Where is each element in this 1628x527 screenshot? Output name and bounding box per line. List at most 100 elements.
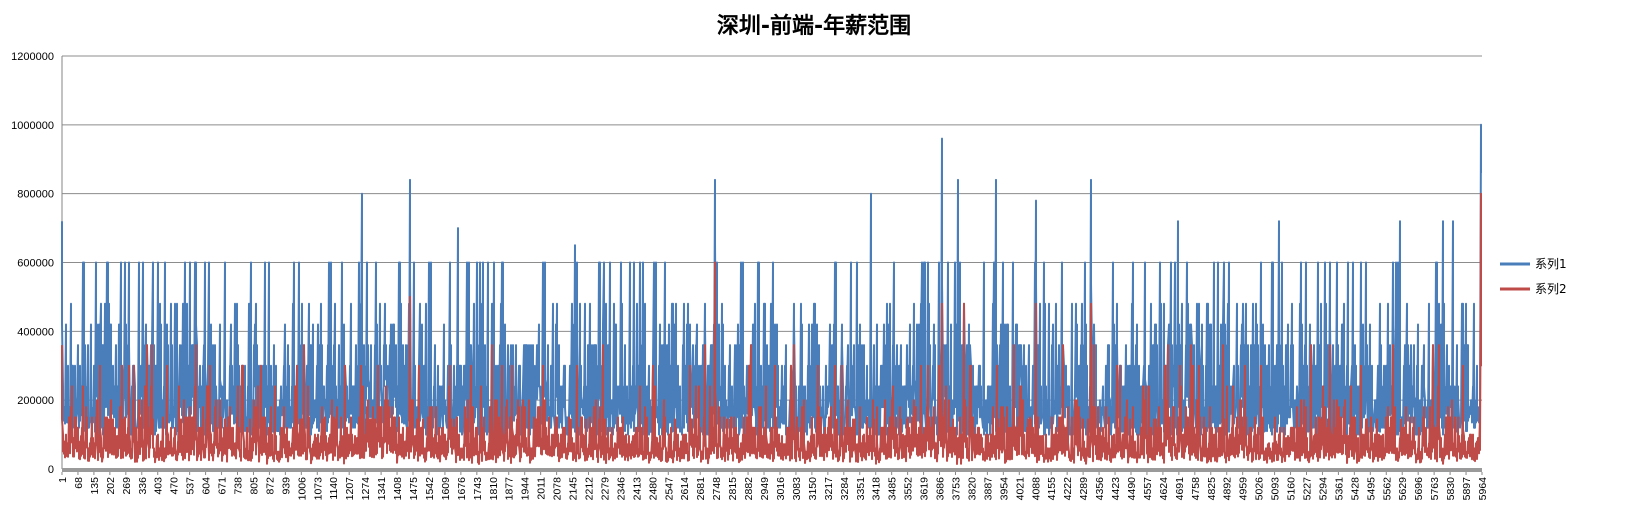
x-tick-label: 135 — [89, 477, 101, 495]
x-tick-label: 4088 — [1030, 477, 1042, 501]
x-axis-line — [62, 468, 1482, 472]
x-tick-label: 537 — [185, 477, 197, 495]
x-tick-label: 939 — [280, 477, 292, 495]
x-tick-label: 5830 — [1445, 477, 1457, 501]
x-tick-label: 2480 — [647, 477, 659, 501]
x-tick-label: 5696 — [1413, 477, 1425, 501]
x-tick-label: 3753 — [950, 477, 962, 501]
series-lines — [61, 123, 1482, 465]
x-tick-label: 4021 — [1014, 477, 1026, 501]
y-tick-label: 600000 — [17, 258, 54, 270]
x-tick-label: 872 — [264, 477, 276, 495]
x-tick-label: 5227 — [1301, 477, 1313, 501]
x-tick-label: 671 — [217, 477, 229, 495]
x-tick-label: 1 — [57, 477, 69, 483]
x-tick-label: 1073 — [312, 477, 324, 501]
x-tick-label: 2748 — [711, 477, 723, 501]
x-tick-label: 4825 — [1206, 477, 1218, 501]
x-tick-label: 1676 — [456, 477, 468, 501]
x-tick-label: 5897 — [1461, 477, 1473, 501]
legend-label-2: 系列2 — [1535, 282, 1567, 296]
x-tick-label: 2011 — [536, 477, 548, 500]
x-tick-label: 68 — [73, 477, 85, 489]
x-tick-label: 3217 — [823, 477, 835, 501]
x-tick-label: 3284 — [839, 477, 851, 501]
x-tick-label: 3820 — [966, 477, 978, 501]
x-tick-label: 2145 — [568, 477, 580, 501]
x-tick-label: 5294 — [1317, 477, 1329, 501]
x-tick-label: 3686 — [935, 477, 947, 501]
x-tick-label: 3016 — [775, 477, 787, 501]
x-tick-label: 4959 — [1238, 477, 1250, 501]
x-tick-label: 5495 — [1365, 477, 1377, 501]
x-tick-label: 5964 — [1477, 477, 1489, 501]
x-tick-label: 5361 — [1333, 477, 1345, 501]
x-tick-label: 2815 — [727, 477, 739, 501]
x-tick-label: 2346 — [615, 477, 627, 501]
chart-title: 深圳-前端-年薪范围 — [716, 14, 912, 39]
x-tick-label: 2212 — [584, 477, 596, 501]
x-tick-label: 604 — [201, 477, 213, 495]
x-tick-label: 5763 — [1429, 477, 1441, 501]
x-tick-label: 1274 — [360, 477, 372, 501]
x-tick-label: 1475 — [408, 477, 420, 501]
y-tick-label: 1200000 — [11, 51, 54, 63]
x-tick-label: 3552 — [903, 477, 915, 501]
x-tick-label: 4624 — [1158, 477, 1170, 501]
x-tick-label: 1877 — [504, 477, 516, 501]
x-tick-label: 3150 — [807, 477, 819, 501]
x-tick-label: 2949 — [759, 477, 771, 501]
x-tick-label: 4155 — [1046, 477, 1058, 501]
x-tick-label: 202 — [105, 477, 117, 495]
x-tick-label: 2681 — [695, 477, 707, 501]
x-tick-label: 2547 — [663, 477, 675, 501]
x-tick-label: 3418 — [871, 477, 883, 501]
x-tick-label: 5629 — [1397, 477, 1409, 501]
x-tick-label: 3083 — [791, 477, 803, 501]
x-tick-label: 5428 — [1349, 477, 1361, 501]
x-tick-label: 1944 — [520, 477, 532, 501]
y-tick-label: 0 — [48, 464, 54, 476]
legend-label-1: 系列1 — [1535, 257, 1567, 271]
x-tick-label: 5093 — [1270, 477, 1282, 501]
x-tick-label: 4289 — [1078, 477, 1090, 501]
x-tick-label: 4758 — [1190, 477, 1202, 501]
x-tick-label: 1609 — [440, 477, 452, 501]
series-1-line — [61, 123, 1482, 436]
y-axis-tick-labels: 0 200000 400000 600000 800000 1000000 1200000 — [11, 51, 54, 476]
x-tick-label: 5026 — [1254, 477, 1266, 501]
x-tick-label: 4691 — [1174, 477, 1186, 501]
y-tick-label: 800000 — [17, 189, 54, 201]
x-tick-label: 1207 — [344, 477, 356, 501]
x-tick-label: 3619 — [919, 477, 931, 501]
x-tick-label: 2413 — [631, 477, 643, 501]
x-tick-label: 3485 — [887, 477, 899, 501]
x-tick-label: 738 — [233, 477, 245, 495]
x-tick-label: 4892 — [1222, 477, 1234, 501]
x-tick-label: 3887 — [982, 477, 994, 501]
x-tick-label: 2078 — [552, 477, 564, 501]
x-tick-label: 4557 — [1142, 477, 1154, 501]
x-tick-label: 805 — [248, 477, 260, 495]
x-tick-label: 5160 — [1286, 477, 1298, 501]
x-tick-label: 2882 — [743, 477, 755, 501]
x-tick-label: 1341 — [376, 477, 388, 501]
x-tick-label: 470 — [169, 477, 181, 495]
y-tick-label: 400000 — [17, 326, 54, 338]
x-tick-label: 1006 — [296, 477, 308, 501]
x-tick-label: 4490 — [1126, 477, 1138, 501]
x-tick-label: 336 — [137, 477, 149, 495]
y-tick-label: 1000000 — [11, 120, 54, 132]
x-tick-label: 269 — [121, 477, 133, 495]
series-2-line — [61, 192, 1482, 465]
x-tick-label: 1542 — [424, 477, 436, 501]
x-tick-label: 3954 — [998, 477, 1010, 501]
x-tick-label: 1140 — [328, 477, 340, 500]
x-tick-label: 3351 — [855, 477, 867, 501]
x-tick-label: 1408 — [392, 477, 404, 501]
x-tick-label: 2279 — [599, 477, 611, 501]
x-tick-label: 4423 — [1110, 477, 1122, 501]
x-tick-label: 5562 — [1381, 477, 1393, 501]
x-tick-label: 1810 — [488, 477, 500, 501]
